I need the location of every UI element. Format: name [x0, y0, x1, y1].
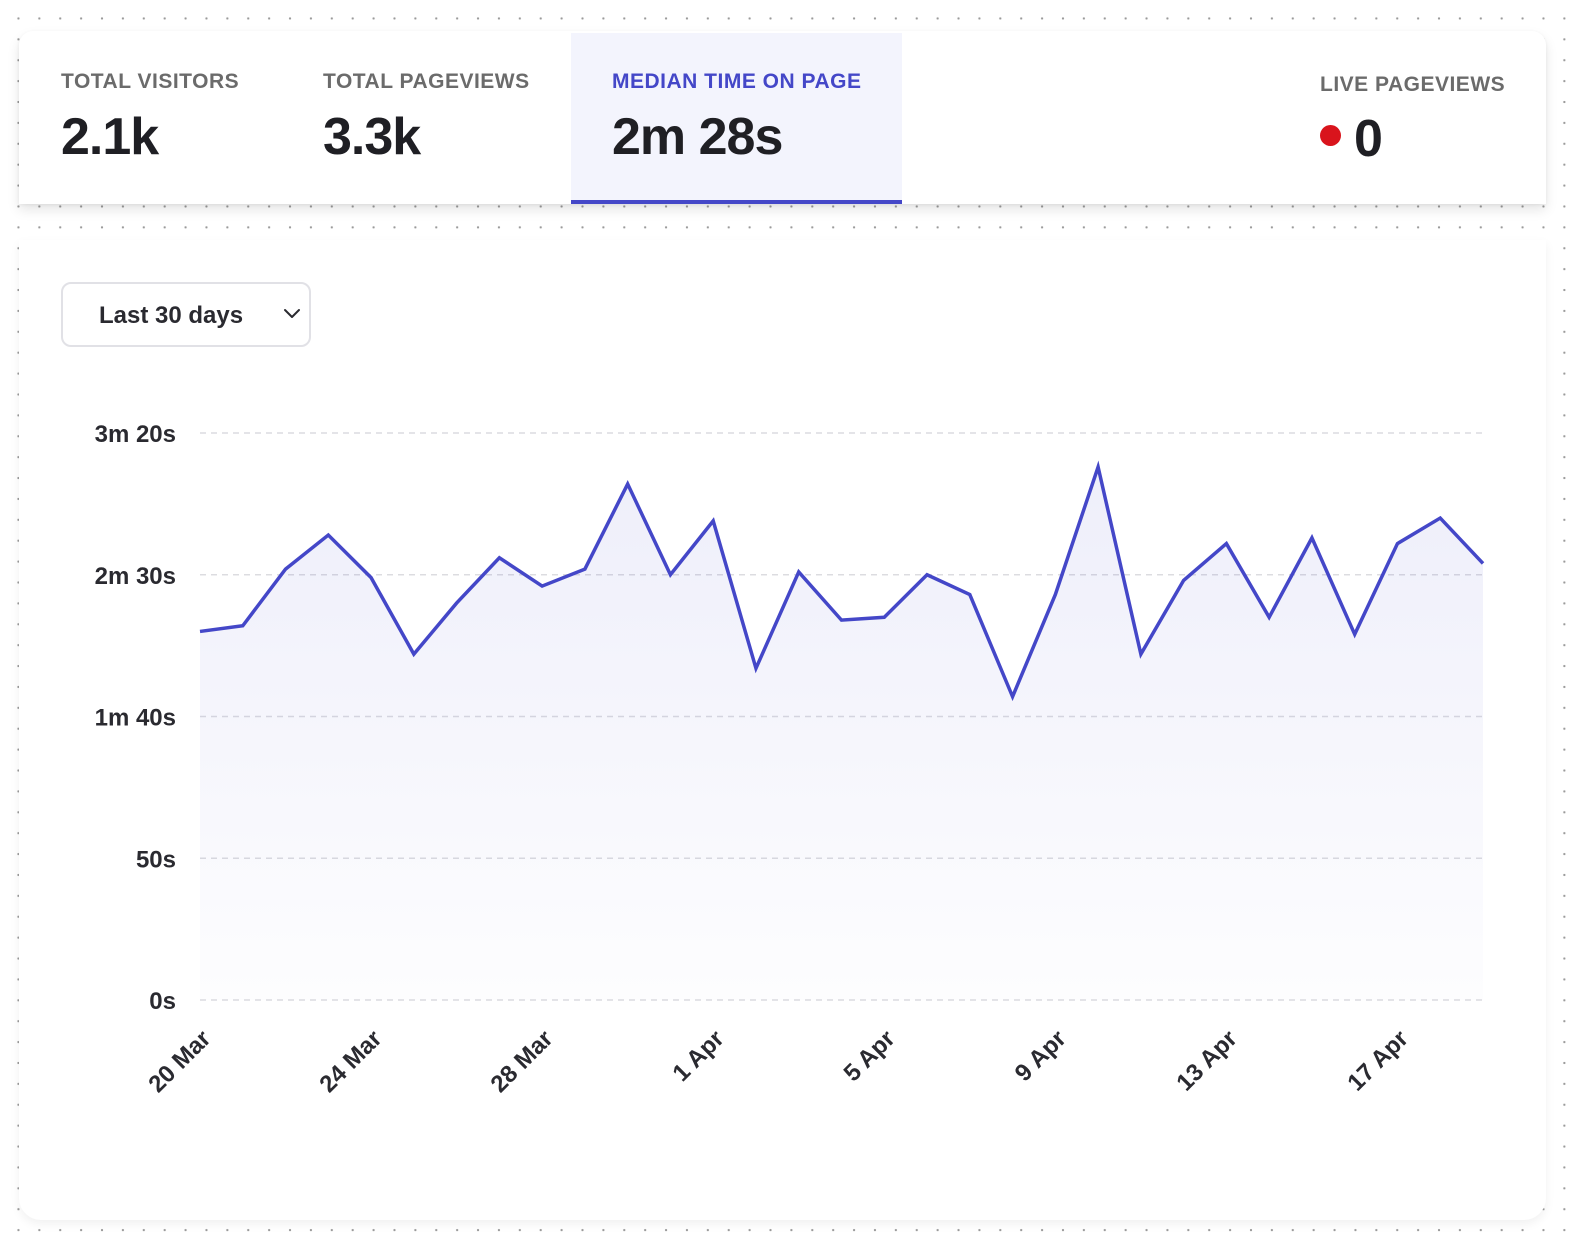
- stats-bar: TOTAL VISITORS 2.1k TOTAL PAGEVIEWS 3.3k…: [19, 31, 1546, 204]
- data-point[interactable]: [878, 611, 890, 623]
- x-tick-label: 13 Apr: [1171, 1025, 1242, 1096]
- data-point[interactable]: [921, 569, 933, 581]
- stat-median-time-on-page[interactable]: MEDIAN TIME ON PAGE 2m 28s: [571, 33, 902, 204]
- data-point[interactable]: [964, 589, 976, 601]
- data-point[interactable]: [1007, 691, 1019, 703]
- data-point[interactable]: [836, 614, 848, 626]
- data-point[interactable]: [536, 580, 548, 592]
- data-point[interactable]: [622, 478, 634, 490]
- x-tick-label: 17 Apr: [1342, 1025, 1413, 1096]
- data-point[interactable]: [1263, 611, 1275, 623]
- stat-value: 0: [1354, 110, 1383, 168]
- data-point[interactable]: [194, 625, 206, 637]
- data-point[interactable]: [1349, 628, 1361, 640]
- data-point[interactable]: [365, 572, 377, 584]
- live-indicator-icon: [1320, 125, 1341, 146]
- stat-label: TOTAL VISITORS: [61, 70, 240, 93]
- stat-label: LIVE PAGEVIEWS: [1320, 73, 1506, 96]
- y-tick-label: 50s: [136, 846, 176, 873]
- x-tick-label: 24 Mar: [314, 1025, 387, 1098]
- x-tick-label: 5 Apr: [839, 1025, 901, 1087]
- data-point[interactable]: [1306, 532, 1318, 544]
- data-point[interactable]: [237, 620, 249, 632]
- chevron-down-icon: [284, 309, 300, 318]
- stat-label: TOTAL PAGEVIEWS: [323, 70, 530, 93]
- y-tick-label: 0s: [149, 988, 176, 1015]
- data-point[interactable]: [1092, 461, 1104, 473]
- data-point[interactable]: [322, 529, 334, 541]
- data-point[interactable]: [1477, 557, 1489, 569]
- x-tick-label: 9 Apr: [1010, 1025, 1072, 1087]
- data-point[interactable]: [1049, 589, 1061, 601]
- data-point[interactable]: [451, 597, 463, 609]
- x-tick-label: 28 Mar: [486, 1025, 559, 1098]
- data-point[interactable]: [707, 515, 719, 527]
- y-tick-label: 3m 20s: [95, 421, 176, 448]
- chart-card: Last 30 days 0s 50s 1m 40s 2m 30s 3m 20s 20 M…: [19, 240, 1546, 1220]
- y-tick-label: 1m 40s: [95, 705, 176, 732]
- x-tick-label: 20 Mar: [143, 1025, 216, 1098]
- date-range-select[interactable]: Last 30 days: [61, 282, 311, 347]
- stat-label: MEDIAN TIME ON PAGE: [612, 70, 862, 93]
- stat-value: 2.1k: [61, 108, 159, 166]
- data-point[interactable]: [1434, 512, 1446, 524]
- data-point[interactable]: [750, 662, 762, 674]
- data-point[interactable]: [1220, 538, 1232, 550]
- time-on-page-chart: 0s 50s 1m 40s 2m 30s 3m 20s 20 Mar 24 Mar 28 Ma…: [95, 421, 1489, 1098]
- stat-value: 2m 28s: [612, 108, 783, 166]
- data-point[interactable]: [1391, 538, 1403, 550]
- data-point[interactable]: [579, 563, 591, 575]
- series-line: [199, 460, 1485, 702]
- data-point[interactable]: [408, 648, 420, 660]
- x-tick-label: 1 Apr: [668, 1025, 730, 1087]
- stat-value: 3.3k: [323, 108, 421, 166]
- date-range-label: Last 30 days: [99, 302, 244, 329]
- y-tick-label: 2m 30s: [95, 563, 176, 590]
- data-point[interactable]: [793, 566, 805, 578]
- data-point[interactable]: [1178, 574, 1190, 586]
- area-fill: [200, 467, 1483, 1000]
- data-point[interactable]: [280, 563, 292, 575]
- data-point[interactable]: [1135, 648, 1147, 660]
- data-point[interactable]: [664, 569, 676, 581]
- data-point[interactable]: [493, 552, 505, 564]
